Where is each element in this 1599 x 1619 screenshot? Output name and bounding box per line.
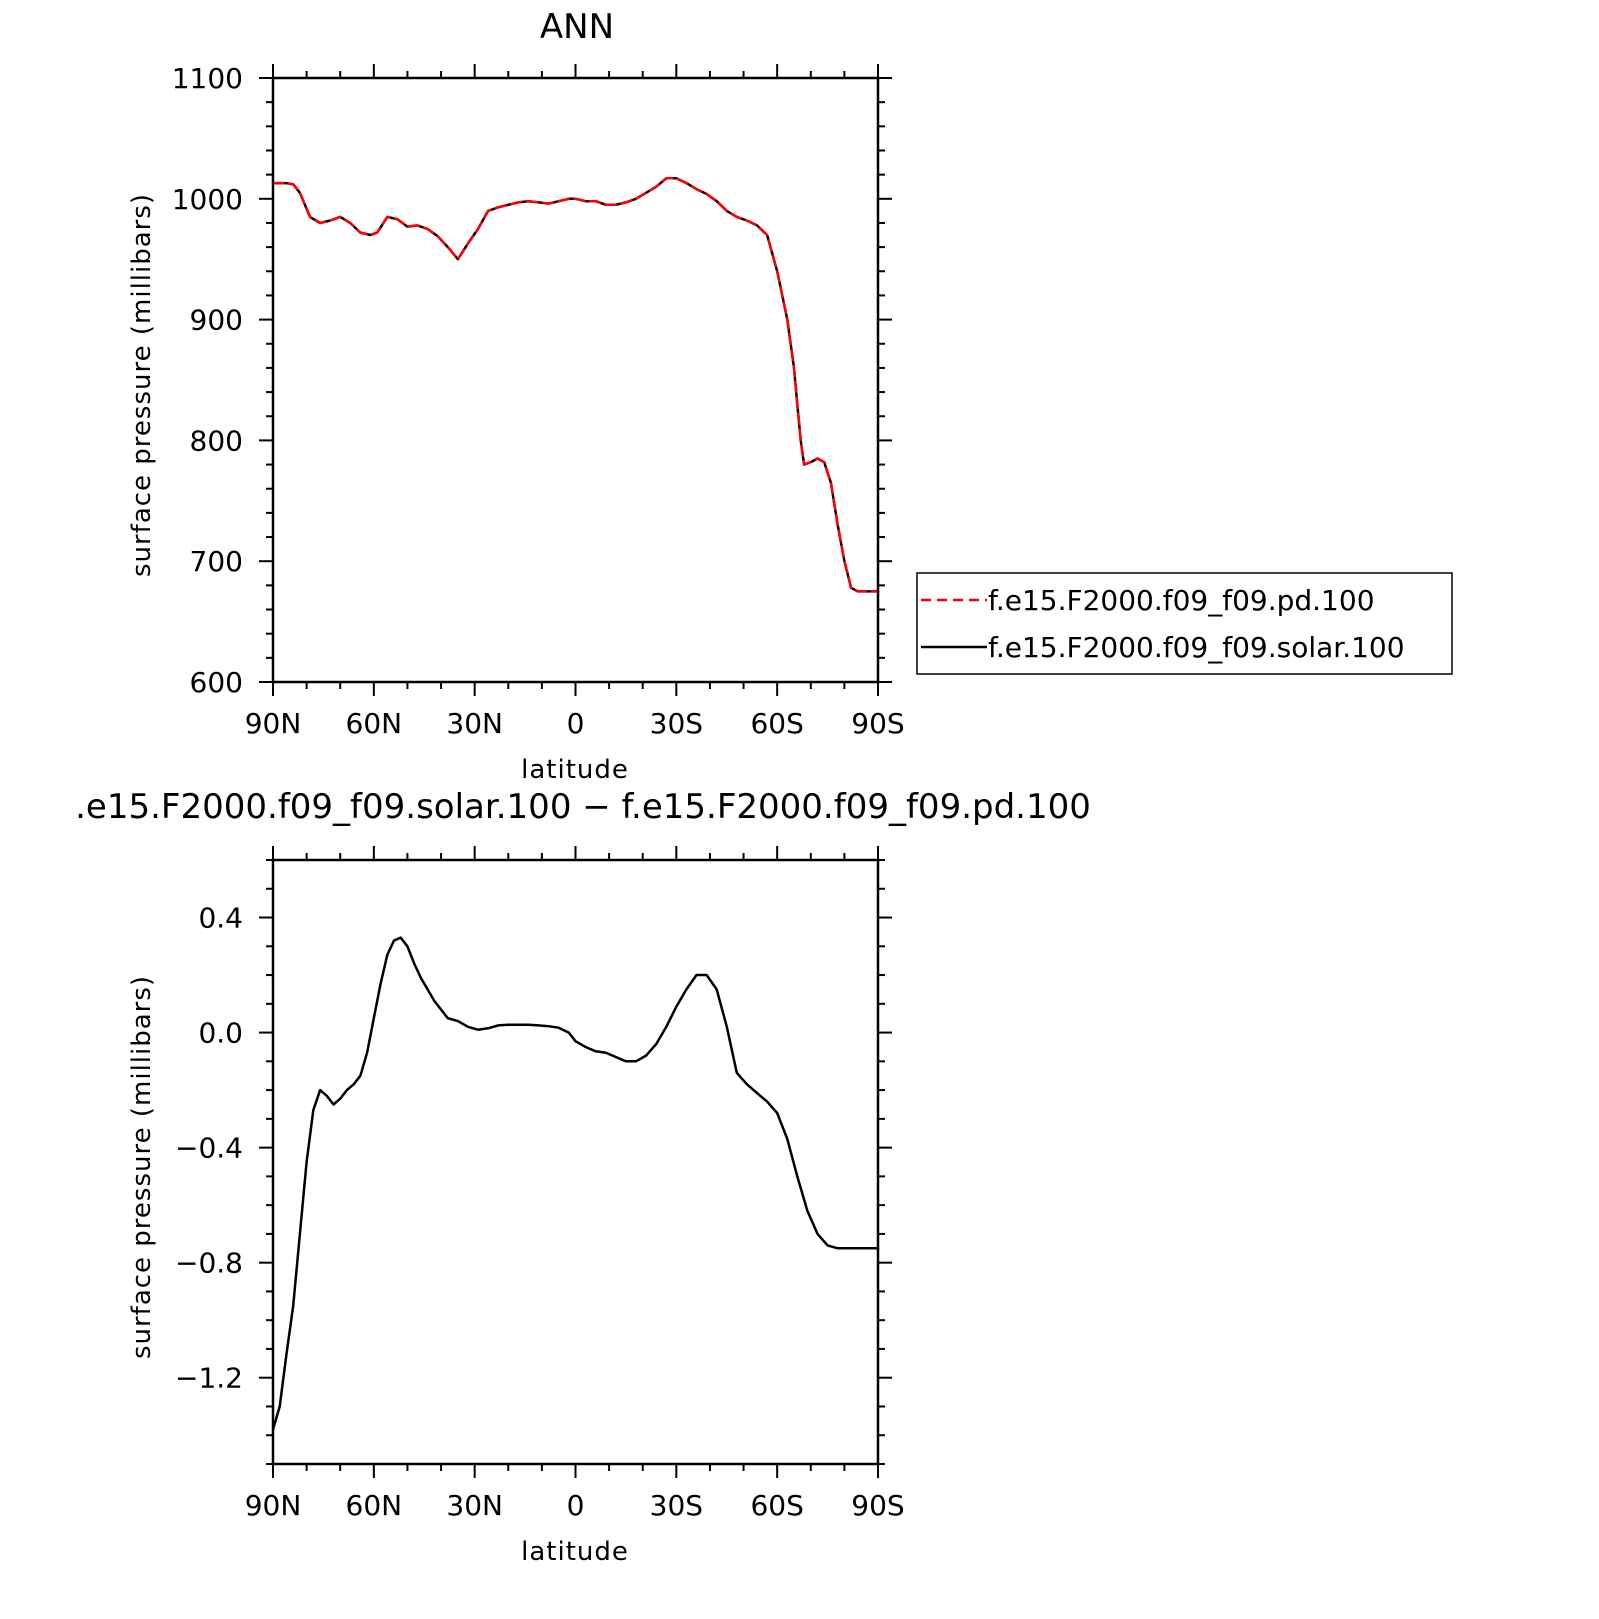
top-x-tick-labels: 90N 60N 30N 0 30S 60S 90S [245, 707, 905, 740]
x-tick-label: 0 [567, 707, 585, 740]
y-tick-label: 900 [190, 304, 243, 337]
y-tick-label: 1100 [172, 62, 243, 95]
y-tick-label: −0.8 [175, 1247, 243, 1280]
bottom-panel: .e15.F2000.f09_f09.solar.100 − f.e15.F20… [75, 787, 1091, 1567]
y-tick-label: −0.4 [175, 1132, 243, 1165]
bottom-series-lines [271, 936, 880, 1431]
bottom-chart-title: .e15.F2000.f09_f09.solar.100 − f.e15.F20… [75, 787, 1091, 827]
top-y-axis-label: surface pressure (millibars) [127, 193, 157, 577]
bottom-axis-ticks [259, 846, 892, 1478]
x-tick-label: 0 [567, 1489, 585, 1522]
x-tick-label: 90S [851, 707, 904, 740]
series-line-difference [271, 936, 880, 1431]
x-tick-label: 90N [245, 1489, 302, 1522]
top-axis-ticks [259, 64, 892, 696]
x-tick-label: 90S [851, 1489, 904, 1522]
y-tick-label: 0.0 [198, 1017, 243, 1050]
x-tick-label: 90N [245, 707, 302, 740]
x-tick-label: 30N [446, 1489, 503, 1522]
top-plot-frame [271, 76, 880, 684]
legend: f.e15.F2000.f09_f09.pd.100 f.e15.F2000.f… [916, 572, 1453, 675]
bottom-x-tick-labels: 90N 60N 30N 0 30S 60S 90S [245, 1489, 905, 1522]
bottom-y-tick-labels: −1.2 −0.8 −0.4 0.0 0.4 [175, 902, 243, 1395]
y-tick-label: 600 [190, 666, 243, 699]
y-tick-label: 0.4 [198, 902, 243, 935]
legend-box [916, 572, 1453, 675]
series-line-solar [271, 177, 880, 593]
top-y-tick-labels: 600 700 800 900 1000 1100 [172, 62, 243, 699]
bottom-plot-frame [271, 858, 880, 1466]
top-panel: ANN 600 700 800 900 1000 1100 90N 60N 30N 0 30S 60… [127, 7, 1453, 785]
y-tick-label: −1.2 [175, 1362, 243, 1395]
x-tick-label: 30S [650, 707, 703, 740]
top-chart-title: ANN [540, 7, 614, 47]
bottom-y-axis-label: surface pressure (millibars) [127, 975, 157, 1359]
x-tick-label: 60S [750, 707, 803, 740]
bottom-x-axis-label: latitude [521, 1537, 629, 1567]
y-tick-label: 1000 [172, 183, 243, 216]
x-tick-label: 30S [650, 1489, 703, 1522]
legend-label-solar: f.e15.F2000.f09_f09.solar.100 [988, 631, 1405, 664]
x-tick-label: 30N [446, 707, 503, 740]
series-line-pd [271, 177, 880, 593]
top-x-axis-label: latitude [521, 755, 629, 785]
legend-label-pd: f.e15.F2000.f09_f09.pd.100 [988, 584, 1375, 617]
x-tick-label: 60S [750, 1489, 803, 1522]
x-tick-label: 60N [346, 1489, 403, 1522]
y-tick-label: 800 [190, 424, 243, 457]
top-series-lines [271, 177, 880, 593]
y-tick-label: 700 [190, 545, 243, 578]
x-tick-label: 60N [346, 707, 403, 740]
